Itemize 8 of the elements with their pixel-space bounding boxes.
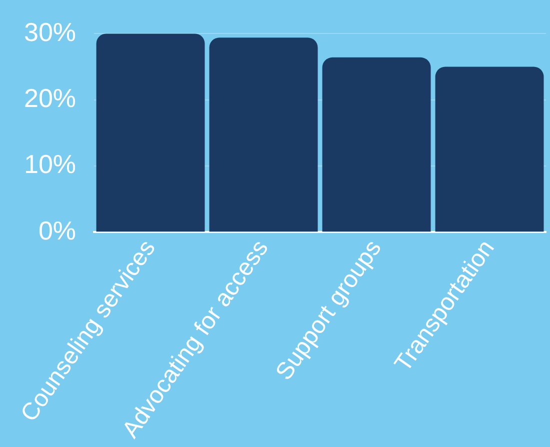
- bar: [209, 38, 318, 232]
- y-tick-label: 30%: [24, 16, 76, 47]
- bar: [322, 57, 431, 232]
- y-tick-label: 0%: [38, 215, 76, 246]
- bar: [435, 66, 544, 232]
- y-tick-label: 10%: [24, 149, 76, 180]
- bar: [96, 34, 205, 232]
- y-tick-label: 20%: [24, 82, 76, 113]
